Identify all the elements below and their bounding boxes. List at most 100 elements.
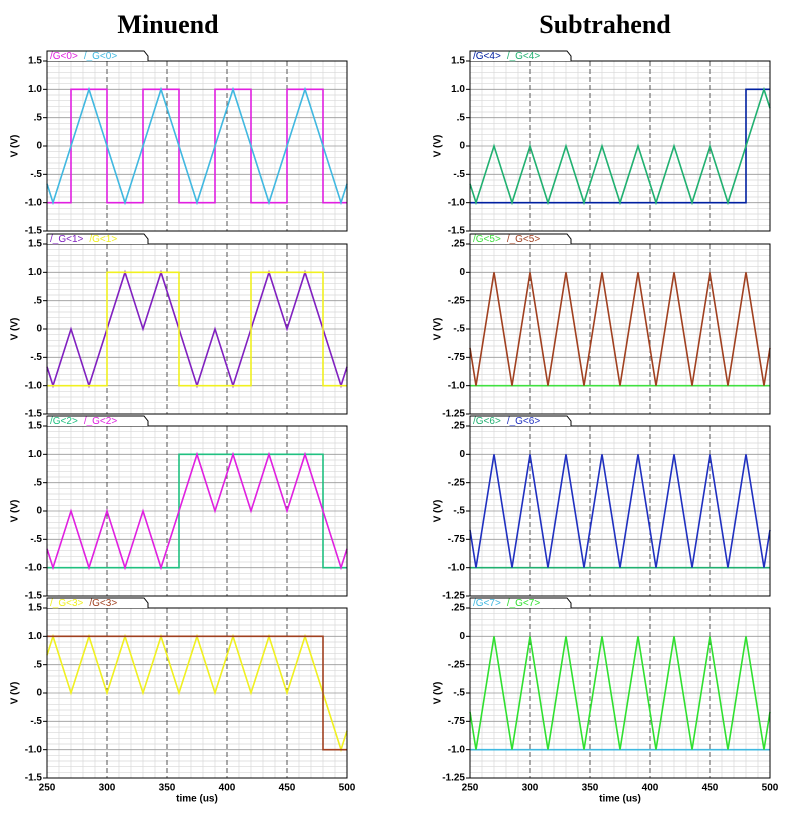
y-tick-label: 0 [36, 141, 42, 152]
legend-tab [469, 597, 572, 608]
y-tick-label: -1.0 [448, 197, 466, 208]
legend-entry: /G<4> [473, 51, 501, 62]
y-tick-label: -1.0 [448, 562, 466, 573]
y-tick-label: 1.0 [28, 267, 42, 278]
x-tick-label: 300 [99, 783, 116, 794]
legend-entry: /_G<2> [84, 416, 118, 427]
signal-line [46, 633, 348, 753]
y-tick-label: -.75 [448, 352, 466, 363]
x-tick-label: 250 [462, 783, 479, 794]
x-tick-label: 400 [219, 783, 236, 794]
y-tick-label: -1.0 [448, 380, 466, 391]
y-tick-label: -1.25 [442, 591, 465, 602]
legend-entry: /_G<1> [50, 234, 84, 245]
x-tick-label: 300 [522, 783, 539, 794]
y-tick-label: 0 [459, 141, 465, 152]
y-tick-label: -1.0 [25, 380, 43, 391]
x-tick-label: 450 [279, 783, 296, 794]
plot-border [469, 425, 771, 597]
legend-entry: /_G<6> [507, 416, 541, 427]
y-tick-label: 1.0 [28, 631, 42, 642]
x-tick-label: 450 [702, 783, 719, 794]
y-tick-label: -1.5 [448, 226, 466, 237]
legend-tab [469, 233, 572, 244]
y-tick-label: .25 [451, 421, 465, 432]
y-tick-label: -.5 [30, 716, 42, 727]
x-tick-label: 500 [762, 783, 779, 794]
y-tick-label: -1.0 [25, 744, 43, 755]
y-tick-label: -1.0 [448, 744, 466, 755]
y-tick-label: -.25 [448, 477, 466, 488]
y-tick-label: -1.5 [25, 409, 43, 420]
y-axis-label: V (V) [10, 318, 21, 341]
legend-tab [469, 415, 572, 426]
legend-entry: /G<2> [50, 416, 78, 427]
y-tick-label: 1.0 [28, 449, 42, 460]
y-tick-label: -.5 [453, 324, 465, 335]
plot-border [46, 243, 348, 415]
y-tick-label: .25 [451, 239, 465, 250]
signal-line [469, 86, 771, 206]
y-tick-label: -1.5 [25, 226, 43, 237]
y-tick-label: -.5 [453, 506, 465, 517]
y-tick-label: -1.25 [442, 409, 465, 420]
y-tick-label: -.75 [448, 716, 466, 727]
legend-entry: /G<7> [473, 598, 501, 609]
legend-entry: /_G<7> [507, 598, 541, 609]
legend-entry: /G<6> [473, 416, 501, 427]
y-tick-label: 1.5 [28, 603, 42, 614]
signal-line [47, 635, 347, 751]
y-tick-label: -1.25 [442, 773, 465, 784]
plot-border [46, 607, 348, 779]
x-tick-label: 350 [582, 783, 599, 794]
y-tick-label: -.5 [30, 169, 42, 180]
y-tick-label: -.5 [30, 352, 42, 363]
y-axis-label: V (V) [10, 500, 21, 523]
y-tick-label: 0 [36, 506, 42, 517]
legend-entry: /_G<0> [84, 51, 118, 62]
legend-entry: /G<1> [89, 234, 117, 245]
y-tick-label: 1.5 [28, 239, 42, 250]
y-tick-label: -.5 [453, 169, 465, 180]
legend-entry: /_G<4> [507, 51, 541, 62]
signal-line [47, 453, 347, 569]
y-tick-label: .25 [451, 603, 465, 614]
y-tick-label: 1.5 [28, 56, 42, 67]
x-axis-label: time (us) [176, 794, 218, 805]
y-axis-label: V (V) [10, 682, 21, 705]
y-tick-label: -1.0 [25, 197, 43, 208]
legend-tab [46, 597, 149, 608]
y-tick-label: 1.0 [451, 84, 465, 95]
y-tick-label: .5 [34, 112, 43, 123]
x-tick-label: 500 [339, 783, 356, 794]
y-tick-label: -1.5 [25, 773, 43, 784]
legend-tab [46, 233, 149, 244]
signal-line [47, 271, 347, 387]
y-axis-label: V (V) [10, 135, 21, 158]
y-tick-label: 0 [459, 449, 465, 460]
y-axis-label: V (V) [433, 682, 444, 705]
y-axis-label: V (V) [433, 135, 444, 158]
y-tick-label: .5 [34, 477, 43, 488]
y-tick-label: -.5 [453, 688, 465, 699]
legend-entry: /G<3> [89, 598, 117, 609]
y-tick-label: 1.5 [28, 421, 42, 432]
y-tick-label: -.25 [448, 659, 466, 670]
x-tick-label: 250 [39, 783, 56, 794]
y-tick-label: -.5 [30, 534, 42, 545]
y-tick-label: .5 [457, 112, 466, 123]
y-tick-label: -1.0 [25, 562, 43, 573]
signal-line [469, 636, 771, 750]
legend-tab [46, 50, 149, 61]
x-axis-label: time (us) [599, 794, 641, 805]
x-tick-label: 400 [642, 783, 659, 794]
y-tick-label: -1.5 [25, 591, 43, 602]
legend-entry: /_G<5> [507, 234, 541, 245]
y-tick-label: 1.5 [451, 56, 465, 67]
y-tick-label: 0 [36, 324, 42, 335]
y-tick-label: 0 [459, 631, 465, 642]
y-tick-label: 0 [459, 267, 465, 278]
column-header: Subtrahend [539, 10, 671, 39]
plot-border [46, 425, 348, 597]
